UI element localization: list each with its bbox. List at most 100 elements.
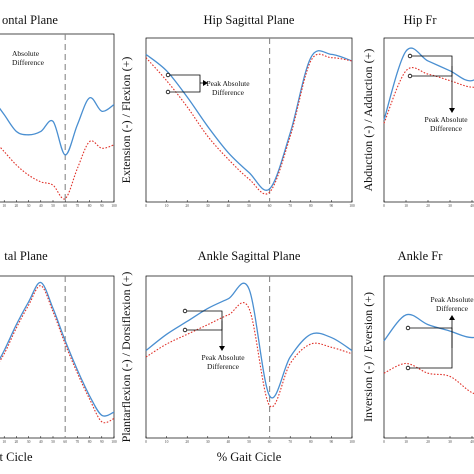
annotation-text: Difference xyxy=(436,304,469,313)
x-tick-label: 40 xyxy=(470,204,474,208)
panel-hip_frontal: Hip Fr Abduction (-) / Adduction (+) 0 10 20… xyxy=(361,13,474,208)
x-tick-label: 80 xyxy=(88,440,92,444)
series-line-dotted xyxy=(145,302,353,408)
panel-hip_frontal_left: ontal Plane 10 20 30 40 50 60 70 80 90 100 Absolute… xyxy=(0,13,117,208)
x-tick-label: 90 xyxy=(330,440,334,444)
x-tick-label: 80 xyxy=(309,440,313,444)
panel-title: Hip Fr xyxy=(404,13,438,27)
peak-point-marker xyxy=(407,73,413,79)
x-tick-label: 60 xyxy=(268,204,272,208)
x-tick-label: 20 xyxy=(15,204,19,208)
series-line-dotted xyxy=(145,53,353,195)
x-tick-label: 100 xyxy=(349,204,355,208)
x-tick-label: 100 xyxy=(111,204,117,208)
x-tick-label: 50 xyxy=(247,440,251,444)
plot-frame xyxy=(145,37,353,203)
x-tick-label: 40 xyxy=(39,440,43,444)
arrow-head-icon xyxy=(449,108,455,113)
x-tick-label: 20 xyxy=(185,204,189,208)
series-line-solid xyxy=(0,97,115,156)
panel-title: ontal Plane xyxy=(2,13,58,27)
panel-hip_sagittal: Hip Sagittal Plane Extension (-) / Flexio… xyxy=(119,13,355,208)
x-tick-label: 90 xyxy=(330,204,334,208)
x-tick-label: 50 xyxy=(51,440,55,444)
series-line-solid xyxy=(145,50,353,191)
annotation-text: Difference xyxy=(207,362,240,371)
series-line-solid xyxy=(0,281,115,417)
peak-point-marker xyxy=(182,308,188,314)
x-tick-label: 30 xyxy=(448,440,452,444)
x-axis-label: t Cicle xyxy=(0,450,33,464)
y-axis-label: Abduction (-) / Adduction (+) xyxy=(361,49,375,192)
x-tick-label: 30 xyxy=(206,204,210,208)
x-tick-label: 20 xyxy=(15,440,19,444)
peak-point-marker xyxy=(405,325,411,331)
panel-title: Ankle Sagittal Plane xyxy=(198,249,301,263)
x-tick-label: 60 xyxy=(63,204,67,208)
peak-point-marker xyxy=(182,327,188,333)
x-tick-label: 0 xyxy=(145,204,147,208)
x-tick-label: 10 xyxy=(165,204,169,208)
annotation-text: Peak Absolute xyxy=(430,295,474,304)
x-tick-label: 60 xyxy=(63,440,67,444)
arrow-head-icon xyxy=(449,315,455,320)
x-tick-label: 20 xyxy=(185,440,189,444)
series-line-dotted xyxy=(0,285,115,424)
x-tick-label: 70 xyxy=(288,440,292,444)
y-axis-label: Extension (-) / Flexion (+) xyxy=(119,57,133,184)
x-tick-label: 90 xyxy=(100,440,104,444)
x-tick-label: 20 xyxy=(426,440,430,444)
x-tick-label: 10 xyxy=(404,440,408,444)
x-tick-label: 70 xyxy=(76,440,80,444)
x-tick-label: 90 xyxy=(100,204,104,208)
x-tick-label: 80 xyxy=(88,204,92,208)
x-tick-label: 10 xyxy=(404,204,408,208)
difference-bracket xyxy=(168,74,201,93)
annotation-text: Peak Absolute xyxy=(206,79,250,88)
peak-point-marker xyxy=(407,53,413,59)
x-tick-label: 40 xyxy=(227,204,231,208)
panel-title: Hip Sagittal Plane xyxy=(204,13,295,27)
x-tick-label: 100 xyxy=(111,440,117,444)
annotation-text: Peak Absolute xyxy=(424,115,468,124)
y-axis-label: Inversion (-) / Eversion (+) xyxy=(361,292,375,422)
series-line-solid xyxy=(145,282,353,399)
difference-bracket xyxy=(410,55,453,77)
x-tick-label: 30 xyxy=(27,440,31,444)
x-tick-label: 80 xyxy=(309,204,313,208)
plot-frame xyxy=(383,275,474,439)
annotation-text: Difference xyxy=(12,58,45,67)
peak-point-marker xyxy=(165,89,171,95)
x-tick-label: 0 xyxy=(383,204,385,208)
x-tick-label: 100 xyxy=(349,440,355,444)
x-tick-label: 10 xyxy=(165,440,169,444)
plot-frame xyxy=(145,275,353,439)
x-tick-label: 50 xyxy=(51,204,55,208)
series-line-dotted xyxy=(383,362,474,395)
panel-knee_frontal_left: tal Plane t Cicle 10 20 30 40 50 60 70 80 90 100 xyxy=(0,249,117,464)
x-tick-label: 20 xyxy=(426,204,430,208)
panel-title: tal Plane xyxy=(4,249,48,263)
series-line-solid xyxy=(383,47,474,121)
x-tick-label: 50 xyxy=(247,204,251,208)
x-tick-label: 40 xyxy=(470,440,474,444)
difference-bracket xyxy=(408,327,453,369)
x-tick-label: 0 xyxy=(383,440,385,444)
annotation-text: Absolute xyxy=(12,49,40,58)
peak-point-marker xyxy=(405,365,411,371)
x-tick-label: 60 xyxy=(268,440,272,444)
x-tick-label: 40 xyxy=(39,204,43,208)
arrow-head-icon xyxy=(203,80,208,86)
x-axis-label: % Gait Cicle xyxy=(217,450,282,464)
x-tick-label: 30 xyxy=(206,440,210,444)
x-tick-label: 0 xyxy=(145,440,147,444)
panel-title: Ankle Fr xyxy=(398,249,444,263)
x-tick-label: 70 xyxy=(288,204,292,208)
